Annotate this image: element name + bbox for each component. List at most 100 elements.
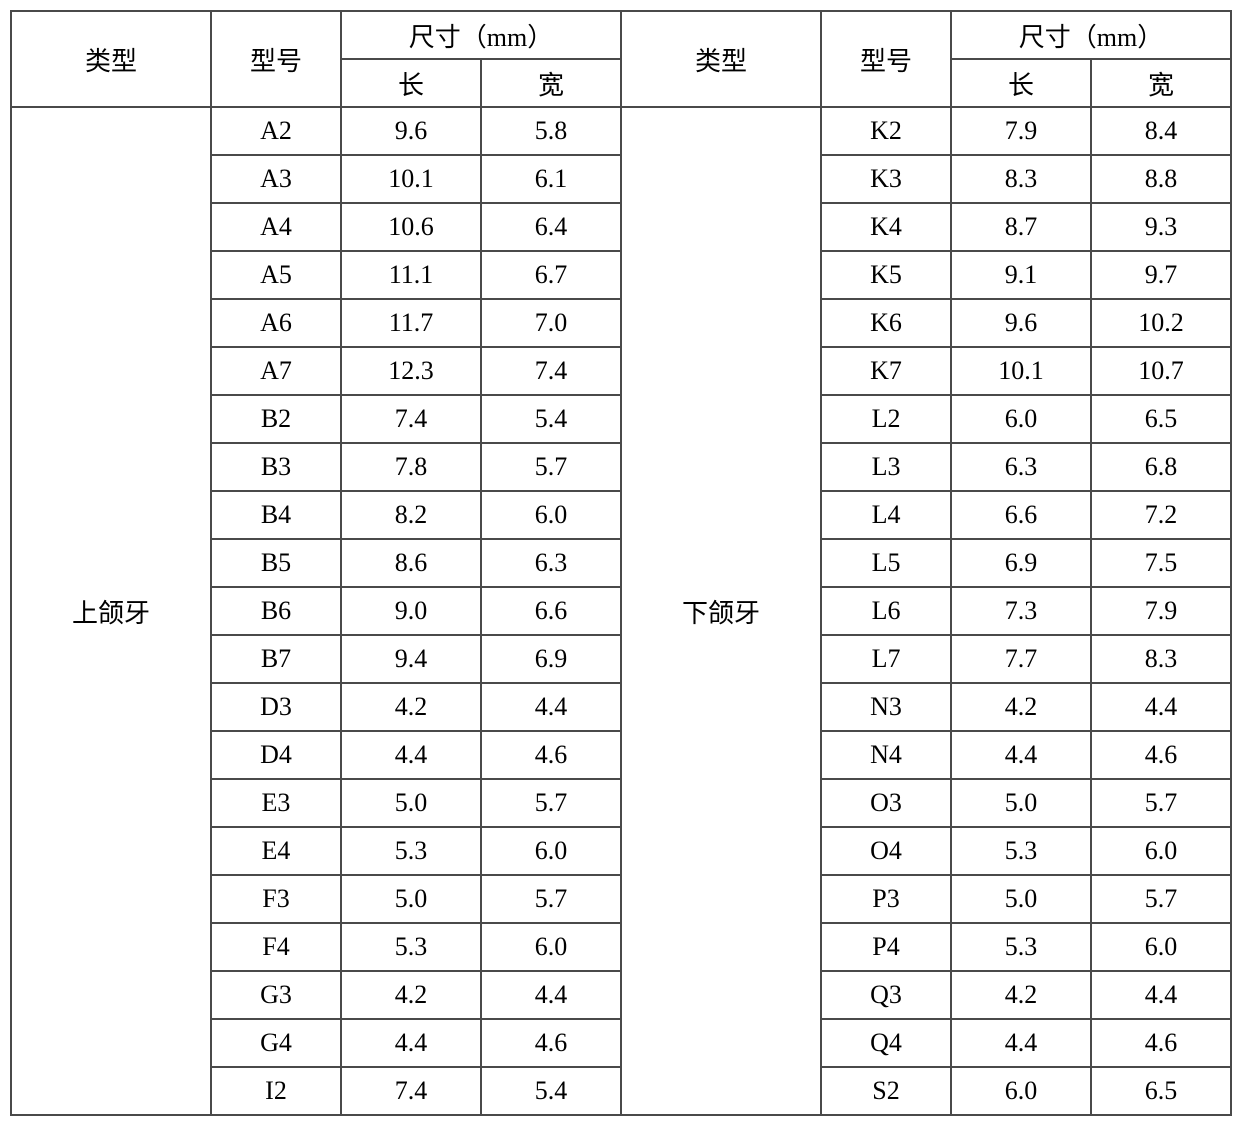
width-cell: 5.4 <box>481 395 621 443</box>
width-cell: 6.0 <box>1091 923 1231 971</box>
model-cell: O4 <box>821 827 951 875</box>
width-cell: 7.9 <box>1091 587 1231 635</box>
model-cell: K5 <box>821 251 951 299</box>
width-cell: 4.6 <box>1091 731 1231 779</box>
width-cell: 4.6 <box>481 1019 621 1067</box>
category-cell-right <box>621 491 821 539</box>
model-cell: B7 <box>211 635 341 683</box>
width-cell: 6.5 <box>1091 1067 1231 1115</box>
length-cell: 9.6 <box>951 299 1091 347</box>
category-cell-right <box>621 395 821 443</box>
width-cell: 6.5 <box>1091 395 1231 443</box>
header-width-right: 宽 <box>1091 59 1231 107</box>
category-cell-right <box>621 443 821 491</box>
model-cell: Q4 <box>821 1019 951 1067</box>
category-cell-left <box>11 299 211 347</box>
length-cell: 10.6 <box>341 203 481 251</box>
category-cell-left <box>11 395 211 443</box>
length-cell: 12.3 <box>341 347 481 395</box>
category-cell-left <box>11 251 211 299</box>
table-row: B58.66.3L56.97.5 <box>11 539 1231 587</box>
length-cell: 5.0 <box>951 779 1091 827</box>
length-cell: 4.2 <box>951 971 1091 1019</box>
model-cell: I2 <box>211 1067 341 1115</box>
model-cell: N3 <box>821 683 951 731</box>
header-model-left: 型号 <box>211 11 341 107</box>
category-cell-right <box>621 923 821 971</box>
category-cell-left <box>11 203 211 251</box>
length-cell: 6.6 <box>951 491 1091 539</box>
model-cell: L6 <box>821 587 951 635</box>
model-cell: A2 <box>211 107 341 155</box>
length-cell: 9.6 <box>341 107 481 155</box>
length-cell: 7.4 <box>341 395 481 443</box>
model-cell: D4 <box>211 731 341 779</box>
category-cell-left <box>11 779 211 827</box>
length-cell: 7.3 <box>951 587 1091 635</box>
category-cell-right <box>621 731 821 779</box>
header-length-left: 长 <box>341 59 481 107</box>
model-cell: N4 <box>821 731 951 779</box>
category-cell-left <box>11 491 211 539</box>
width-cell: 5.7 <box>1091 875 1231 923</box>
width-cell: 6.0 <box>481 491 621 539</box>
category-cell-right <box>621 635 821 683</box>
model-cell: G3 <box>211 971 341 1019</box>
model-cell: O3 <box>821 779 951 827</box>
category-cell-right <box>621 347 821 395</box>
model-cell: P4 <box>821 923 951 971</box>
length-cell: 4.4 <box>951 1019 1091 1067</box>
width-cell: 5.8 <box>481 107 621 155</box>
table-row: F35.05.7P35.05.7 <box>11 875 1231 923</box>
table-row: D34.24.4N34.24.4 <box>11 683 1231 731</box>
category-cell-left <box>11 635 211 683</box>
width-cell: 7.2 <box>1091 491 1231 539</box>
table-row: B27.45.4L26.06.5 <box>11 395 1231 443</box>
table-row: A712.37.4K710.110.7 <box>11 347 1231 395</box>
model-cell: B6 <box>211 587 341 635</box>
width-cell: 9.7 <box>1091 251 1231 299</box>
model-cell: L7 <box>821 635 951 683</box>
length-cell: 7.8 <box>341 443 481 491</box>
length-cell: 11.1 <box>341 251 481 299</box>
category-cell-right <box>621 875 821 923</box>
width-cell: 5.4 <box>481 1067 621 1115</box>
table-row: B37.85.7L36.36.8 <box>11 443 1231 491</box>
model-cell: G4 <box>211 1019 341 1067</box>
category-cell-left <box>11 923 211 971</box>
model-cell: A3 <box>211 155 341 203</box>
category-cell-left <box>11 731 211 779</box>
length-cell: 4.4 <box>341 731 481 779</box>
table-row: G34.24.4Q34.24.4 <box>11 971 1231 1019</box>
length-cell: 5.0 <box>341 875 481 923</box>
header-length-right: 长 <box>951 59 1091 107</box>
category-cell-left: 上颌牙 <box>11 587 211 635</box>
width-cell: 6.0 <box>1091 827 1231 875</box>
width-cell: 6.8 <box>1091 443 1231 491</box>
model-cell: F3 <box>211 875 341 923</box>
table-row: E45.36.0O45.36.0 <box>11 827 1231 875</box>
model-cell: D3 <box>211 683 341 731</box>
length-cell: 5.0 <box>951 875 1091 923</box>
category-cell-right <box>621 827 821 875</box>
length-cell: 8.7 <box>951 203 1091 251</box>
category-cell-right <box>621 779 821 827</box>
table-row: B79.46.9L77.78.3 <box>11 635 1231 683</box>
model-cell: K2 <box>821 107 951 155</box>
category-cell-right <box>621 1067 821 1115</box>
length-cell: 8.6 <box>341 539 481 587</box>
length-cell: 4.2 <box>341 683 481 731</box>
category-cell-left <box>11 971 211 1019</box>
model-cell: F4 <box>211 923 341 971</box>
table-row: B48.26.0L46.67.2 <box>11 491 1231 539</box>
width-cell: 4.4 <box>481 683 621 731</box>
category-cell-right <box>621 155 821 203</box>
length-cell: 4.2 <box>341 971 481 1019</box>
length-cell: 6.9 <box>951 539 1091 587</box>
length-cell: 5.3 <box>951 827 1091 875</box>
category-cell-right <box>621 971 821 1019</box>
header-type-left: 类型 <box>11 11 211 107</box>
table-row: F45.36.0P45.36.0 <box>11 923 1231 971</box>
length-cell: 4.2 <box>951 683 1091 731</box>
category-cell-right: 下颌牙 <box>621 587 821 635</box>
